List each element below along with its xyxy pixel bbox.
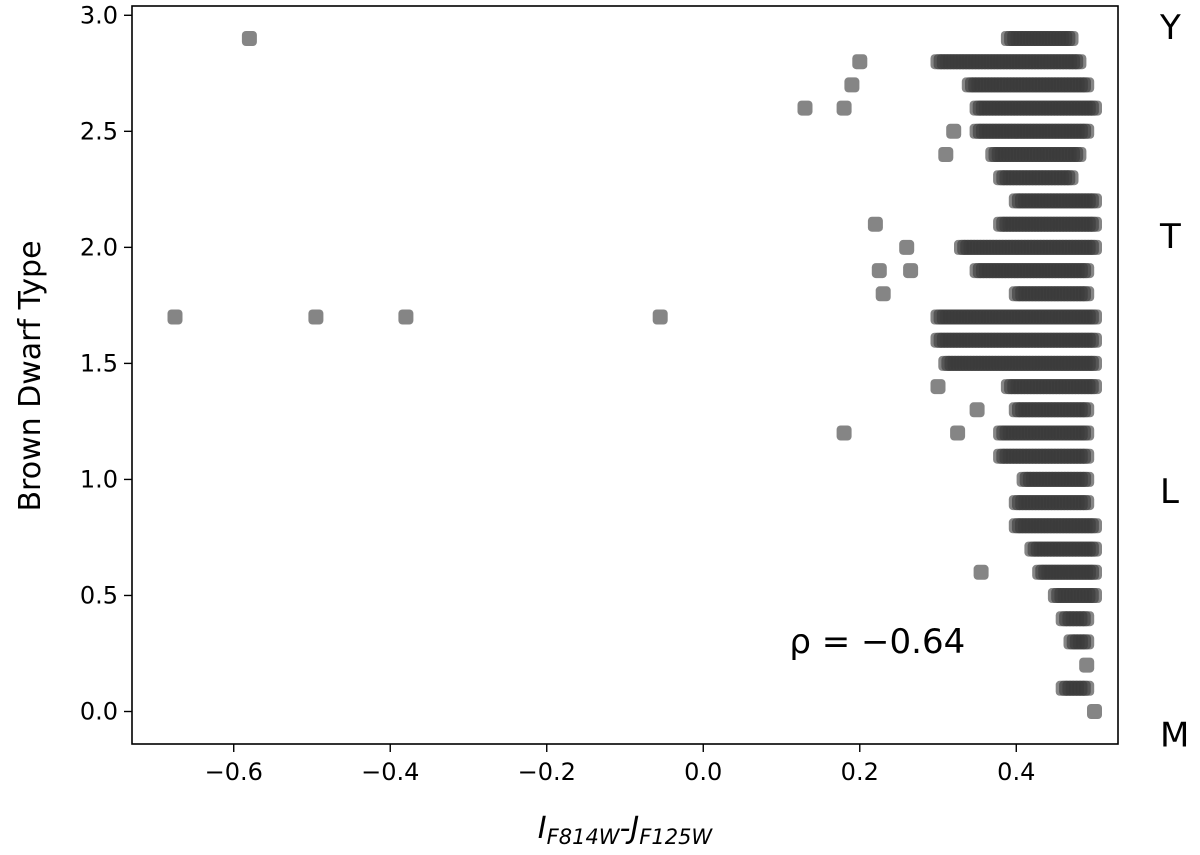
- row19-point-668: [1079, 471, 1095, 487]
- row21-point-717: [1087, 518, 1102, 534]
- row18-point-647: [1079, 448, 1095, 464]
- x-label-sub2: F125W: [639, 825, 713, 849]
- x-tick-label-3: 0.0: [684, 758, 722, 786]
- row14-point-540: [1087, 355, 1102, 371]
- y-tick-label-5: 2.5: [80, 117, 118, 145]
- row7-point-256: [1087, 193, 1102, 209]
- row3-point-143: [1087, 100, 1102, 116]
- outlier-point-20: [969, 402, 985, 418]
- outlier-point-19: [973, 564, 989, 580]
- x-tick-label-1: −0.4: [361, 758, 419, 786]
- type-label-m: M: [1160, 716, 1189, 756]
- type-label-t: T: [1159, 217, 1181, 257]
- x-tick-label-0: −0.6: [205, 758, 263, 786]
- row23-point-757: [1087, 564, 1102, 580]
- row27-point-792: [1079, 680, 1095, 696]
- outlier-point-8: [852, 54, 868, 70]
- outlier-point-9: [836, 425, 852, 441]
- y-tick-label-1: 0.5: [80, 581, 118, 609]
- y-tick-label-6: 3.0: [80, 1, 118, 29]
- row26-point-784: [1079, 634, 1095, 650]
- outlier-point-18: [950, 425, 966, 441]
- correlation-annotation: ρ = −0.64: [789, 622, 965, 662]
- outlier-point-12: [875, 286, 891, 302]
- row5-point-207: [1071, 147, 1087, 162]
- x-label-sep: -J: [620, 811, 640, 846]
- row4-point-179: [1079, 123, 1095, 139]
- row9-point-330: [1087, 239, 1102, 255]
- outlier-point-14: [903, 263, 919, 279]
- plot-frame: [131, 5, 1119, 745]
- row12-point-440: [1087, 309, 1102, 325]
- y-axis-ticks: 0.0 0.5 1.0 1.5 2.0 2.5 3.0: [80, 1, 132, 726]
- row29-point-794: [1087, 704, 1102, 719]
- row20-point-691: [1079, 495, 1095, 511]
- row13-point-491: [1087, 332, 1102, 348]
- x-tick-label-4: 0.2: [841, 758, 879, 786]
- row17-point-619: [1079, 425, 1095, 441]
- y-tick-label-4: 2.0: [80, 233, 118, 261]
- y-tick-label-0: 0.0: [80, 698, 118, 726]
- row28-point-793: [1079, 657, 1095, 673]
- x-axis-ticks: −0.6 −0.4 −0.2 0.0 0.2 0.4: [205, 744, 1035, 786]
- outlier-point-10: [867, 216, 883, 232]
- y-tick-label-3: 1.5: [80, 349, 118, 377]
- outlier-point-11: [871, 263, 887, 279]
- outlier-point-5: [797, 100, 813, 116]
- row25-point-778: [1079, 611, 1095, 627]
- x-axis-label: IF814W-JF125W: [538, 811, 714, 849]
- outlier-point-16: [938, 147, 954, 162]
- row24-point-770: [1087, 588, 1102, 603]
- row8-point-287: [1087, 216, 1102, 232]
- y-tick-label-2: 1.0: [80, 465, 118, 493]
- row16-point-591: [1079, 402, 1095, 418]
- outlier-point-6: [836, 100, 852, 116]
- row6-point-230: [1063, 170, 1079, 186]
- x-tick-label-2: −0.2: [518, 758, 576, 786]
- outlier-point-2: [308, 309, 324, 325]
- outlier-point-3: [398, 309, 414, 325]
- row0-point-20: [1063, 31, 1079, 46]
- row2-point-104: [1079, 77, 1095, 93]
- outlier-point-17: [946, 123, 962, 139]
- row10-point-366: [1079, 263, 1095, 279]
- outlier-point-1: [167, 309, 183, 325]
- x-tick-label-5: 0.4: [997, 758, 1035, 786]
- outlier-point-13: [899, 239, 915, 255]
- type-label-l: L: [1160, 472, 1179, 512]
- outlier-point-15: [930, 379, 946, 395]
- row22-point-738: [1087, 541, 1102, 557]
- brown-dwarf-type-labels: Y T L M: [1159, 8, 1189, 756]
- type-label-y: Y: [1159, 8, 1181, 48]
- outlier-point-4: [652, 309, 668, 325]
- y-axis-label: Brown Dwarf Type: [13, 240, 48, 511]
- row15-point-568: [1087, 379, 1102, 395]
- row11-point-389: [1079, 286, 1095, 302]
- outlier-point-7: [844, 77, 860, 93]
- x-label-main: I: [538, 811, 547, 846]
- row1-point-66: [1071, 54, 1087, 70]
- x-label-sub1: F814W: [547, 825, 621, 849]
- data-points: [167, 31, 1102, 719]
- outlier-point-0: [241, 31, 257, 46]
